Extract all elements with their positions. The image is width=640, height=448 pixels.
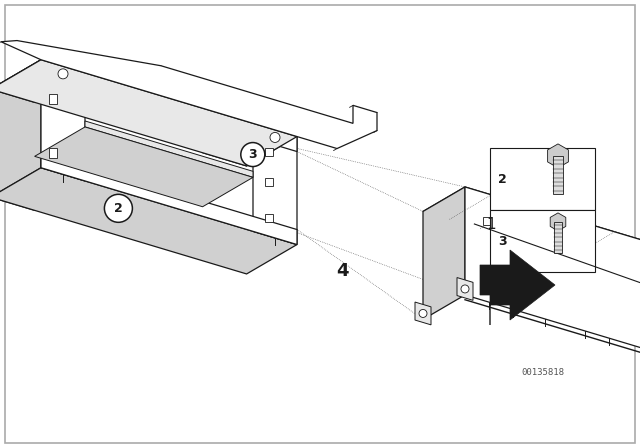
- Polygon shape: [0, 60, 41, 197]
- Polygon shape: [550, 213, 566, 231]
- Polygon shape: [253, 123, 297, 245]
- Polygon shape: [41, 60, 85, 181]
- Text: 1: 1: [486, 216, 496, 232]
- Polygon shape: [0, 60, 85, 102]
- Polygon shape: [553, 156, 563, 194]
- Circle shape: [270, 133, 280, 142]
- Polygon shape: [554, 222, 562, 253]
- Polygon shape: [465, 187, 640, 348]
- Text: 4: 4: [336, 262, 349, 280]
- Polygon shape: [483, 217, 495, 225]
- Polygon shape: [85, 121, 253, 177]
- Polygon shape: [457, 278, 473, 300]
- Bar: [490, 210, 595, 272]
- Polygon shape: [49, 95, 57, 104]
- Polygon shape: [415, 302, 431, 325]
- Polygon shape: [1, 41, 377, 149]
- Polygon shape: [41, 60, 297, 151]
- Circle shape: [58, 69, 68, 79]
- Polygon shape: [548, 144, 568, 168]
- Polygon shape: [423, 187, 465, 319]
- Polygon shape: [41, 153, 297, 245]
- Circle shape: [241, 142, 265, 167]
- Polygon shape: [0, 168, 297, 274]
- Circle shape: [419, 310, 427, 318]
- Text: 2: 2: [498, 172, 507, 185]
- Polygon shape: [0, 60, 297, 166]
- Polygon shape: [265, 178, 273, 186]
- Bar: [490, 148, 595, 210]
- Polygon shape: [483, 271, 495, 279]
- Text: 2: 2: [114, 202, 123, 215]
- Polygon shape: [265, 148, 273, 156]
- Polygon shape: [423, 187, 640, 264]
- Polygon shape: [203, 123, 297, 166]
- Polygon shape: [0, 89, 35, 211]
- Text: 3: 3: [248, 148, 257, 161]
- Polygon shape: [49, 148, 57, 158]
- Circle shape: [104, 194, 132, 222]
- Text: 3: 3: [498, 234, 507, 247]
- Polygon shape: [35, 127, 253, 207]
- Text: 00135818: 00135818: [521, 367, 564, 376]
- Circle shape: [461, 285, 469, 293]
- Polygon shape: [265, 214, 273, 222]
- Polygon shape: [480, 250, 555, 325]
